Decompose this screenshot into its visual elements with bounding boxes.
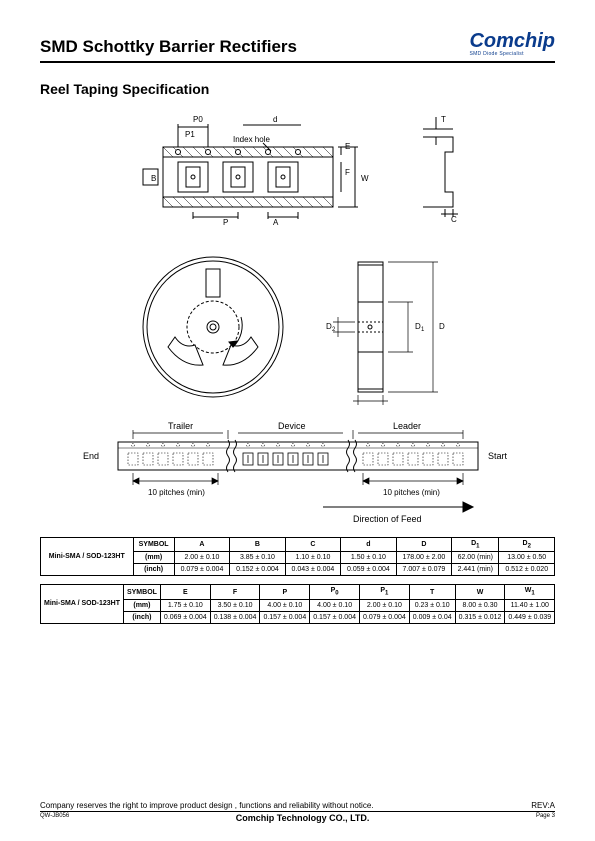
svg-text:F: F <box>345 168 350 177</box>
svg-text:Index hole: Index hole <box>233 135 270 144</box>
logo-text: Comchip <box>469 30 555 52</box>
td: 0.152 ± 0.004 <box>230 564 285 576</box>
td: 2.00 ± 0.10 <box>359 599 409 611</box>
th: P <box>260 585 310 599</box>
svg-text:P: P <box>223 218 228 227</box>
table2-rowhead: Mini-SMA / SOD-123HT <box>41 585 124 623</box>
td: 11.40 ± 1.00 <box>505 599 555 611</box>
svg-text:Device: Device <box>278 421 306 431</box>
td: 13.00 ± 0.50 <box>499 552 555 564</box>
th: F <box>210 585 260 599</box>
td: 0.512 ± 0.020 <box>499 564 555 576</box>
diagram-row-3: Trailer Device Leader <box>40 417 555 527</box>
td: 2.441 (min) <box>452 564 499 576</box>
svg-text:10 pitches (min): 10 pitches (min) <box>383 488 440 497</box>
diagram-row-2: D1 D D2 W1 <box>40 247 555 407</box>
footer-rev: REV:A <box>531 801 555 810</box>
svg-text:Direction of Feed: Direction of Feed <box>353 514 422 524</box>
tape-diagram: P0 P1 d Index hole E F W B P A <box>123 107 373 237</box>
td: 1.50 ± 0.10 <box>341 552 396 564</box>
td: 1.75 ± 0.10 <box>160 599 210 611</box>
td: 0.059 ± 0.004 <box>341 564 396 576</box>
table1-rowhead: Mini-SMA / SOD-123HT <box>41 538 134 576</box>
th: T <box>409 585 455 599</box>
th: P0 <box>310 585 360 599</box>
svg-text:End: End <box>83 451 99 461</box>
td: 0.449 ± 0.039 <box>505 611 555 623</box>
footer-page: Page 3 <box>536 813 555 823</box>
section-title: Reel Taping Specification <box>40 81 555 97</box>
th: E <box>160 585 210 599</box>
th: SYMBOL <box>133 538 174 552</box>
td: 7.007 ± 0.079 <box>396 564 451 576</box>
svg-text:P1: P1 <box>185 130 195 139</box>
th: SYMBOL <box>123 585 160 599</box>
td: 0.009 ± 0.04 <box>409 611 455 623</box>
tape-profile-diagram: T C <box>403 107 473 237</box>
th: D2 <box>499 538 555 552</box>
svg-text:Start: Start <box>488 451 508 461</box>
svg-text:B: B <box>151 174 156 183</box>
td: 0.069 ± 0.004 <box>160 611 210 623</box>
td: 3.85 ± 0.10 <box>230 552 285 564</box>
td: 8.00 ± 0.30 <box>455 599 505 611</box>
td: (inch) <box>133 564 174 576</box>
svg-text:Leader: Leader <box>393 421 421 431</box>
td: (mm) <box>133 552 174 564</box>
page-footer: Company reserves the right to improve pr… <box>40 801 555 823</box>
th: A <box>174 538 229 552</box>
td: 0.043 ± 0.004 <box>285 564 340 576</box>
td: (mm) <box>123 599 160 611</box>
footer-doc: QW-JB056 <box>40 813 69 823</box>
th: d <box>341 538 396 552</box>
td: (inch) <box>123 611 160 623</box>
footer-company: Comchip Technology CO., LTD. <box>236 813 370 823</box>
td: 4.00 ± 0.10 <box>310 599 360 611</box>
dimensions-table-1: Mini-SMA / SOD-123HT SYMBOL A B C d D D1… <box>40 537 555 576</box>
th: B <box>230 538 285 552</box>
svg-text:10 pitches (min): 10 pitches (min) <box>148 488 205 497</box>
brand-logo: Comchip SMD Diode Specialist <box>469 30 555 57</box>
th: W <box>455 585 505 599</box>
td: 178.00 ± 2.00 <box>396 552 451 564</box>
td: 0.157 ± 0.004 <box>310 611 360 623</box>
td: 2.00 ± 0.10 <box>174 552 229 564</box>
svg-text:T: T <box>441 115 446 124</box>
th: C <box>285 538 340 552</box>
dimensions-table-2: Mini-SMA / SOD-123HT SYMBOL E F P P0 P1 … <box>40 584 555 623</box>
svg-text:Trailer: Trailer <box>168 421 193 431</box>
th: P1 <box>359 585 409 599</box>
diagrams-area: P0 P1 d Index hole E F W B P A <box>40 107 555 527</box>
td: 0.079 ± 0.004 <box>174 564 229 576</box>
th: D1 <box>452 538 499 552</box>
page-header: SMD Schottky Barrier Rectifiers Comchip … <box>40 30 555 63</box>
td: 0.157 ± 0.004 <box>260 611 310 623</box>
svg-text:C: C <box>451 215 457 224</box>
footer-disclaimer: Company reserves the right to improve pr… <box>40 801 374 810</box>
reel-front-diagram <box>133 247 293 407</box>
td: 3.50 ± 0.10 <box>210 599 260 611</box>
td: 0.138 ± 0.004 <box>210 611 260 623</box>
diagram-row-1: P0 P1 d Index hole E F W B P A <box>40 107 555 237</box>
td: 0.23 ± 0.10 <box>409 599 455 611</box>
leader-trailer-diagram: Trailer Device Leader <box>63 417 533 527</box>
svg-text:D: D <box>439 322 445 331</box>
td: 0.079 ± 0.004 <box>359 611 409 623</box>
td: 1.10 ± 0.10 <box>285 552 340 564</box>
svg-text:P0: P0 <box>193 115 203 124</box>
svg-text:A: A <box>273 218 279 227</box>
th: W1 <box>505 585 555 599</box>
td: 0.315 ± 0.012 <box>455 611 505 623</box>
td: 62.00 (min) <box>452 552 499 564</box>
svg-text:W: W <box>361 174 369 183</box>
reel-side-diagram: D1 D D2 W1 <box>323 247 463 407</box>
td: 4.00 ± 0.10 <box>260 599 310 611</box>
svg-text:d: d <box>273 115 277 124</box>
page-title: SMD Schottky Barrier Rectifiers <box>40 37 297 57</box>
th: D <box>396 538 451 552</box>
svg-text:1: 1 <box>421 327 425 333</box>
